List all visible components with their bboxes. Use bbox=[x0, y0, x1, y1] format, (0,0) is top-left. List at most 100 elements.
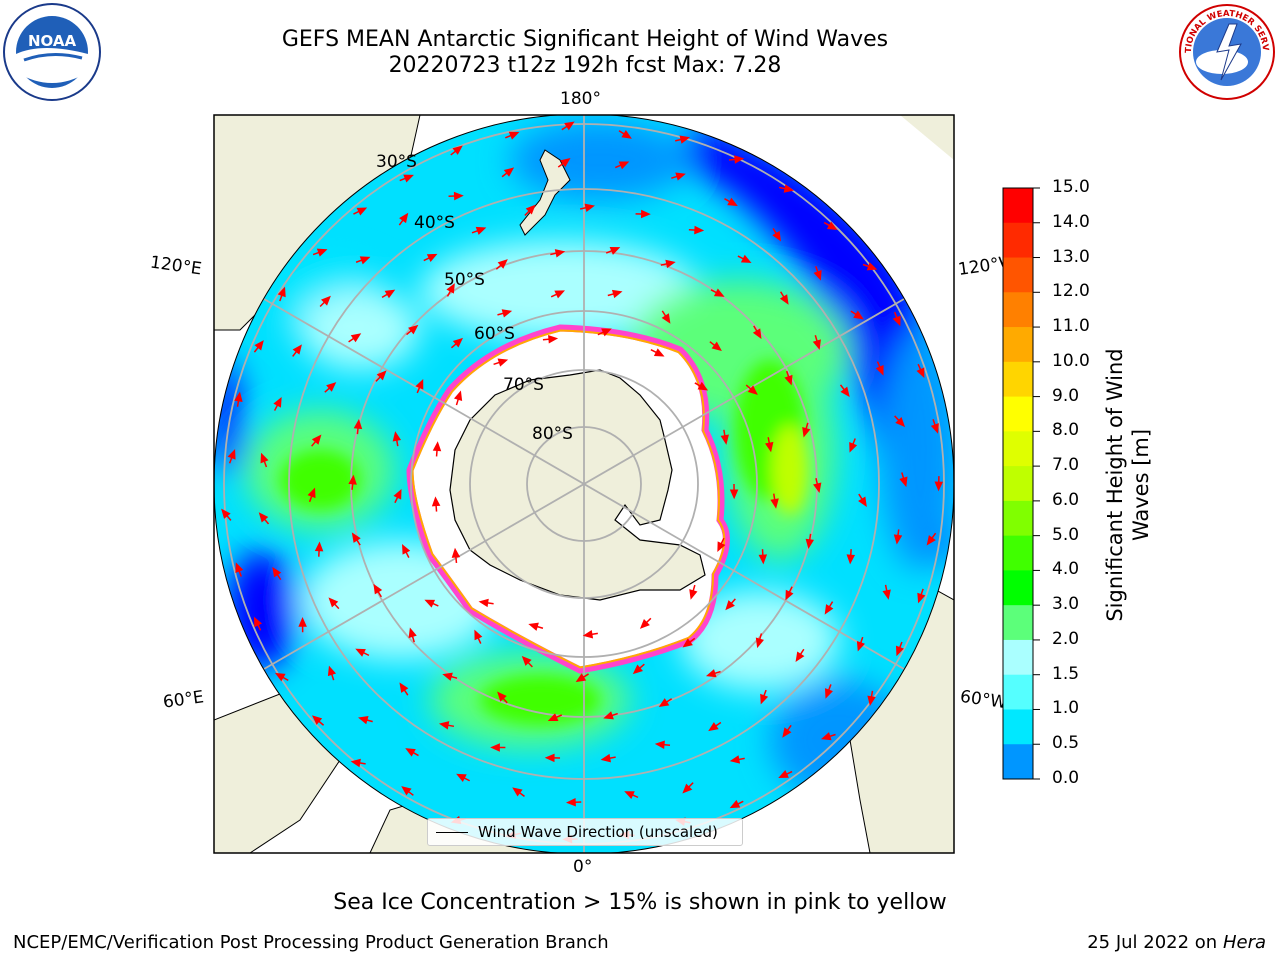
wind-wave-arrowhead bbox=[403, 174, 414, 183]
wind-wave-arrowhead bbox=[451, 547, 461, 558]
wind-wave-arrowhead bbox=[601, 328, 612, 337]
wind-wave-arrowhead bbox=[503, 167, 515, 177]
wind-wave-arrowhead bbox=[802, 426, 811, 438]
wind-wave-arrowhead bbox=[452, 145, 463, 155]
wind-wave-arrowhead bbox=[564, 121, 575, 131]
wind-wave-arrowhead bbox=[729, 755, 741, 764]
wind-wave-arrowhead bbox=[353, 418, 363, 430]
wind-wave-arrowhead bbox=[234, 391, 243, 402]
parallel-label-40s: 40°S bbox=[414, 213, 455, 233]
colorbar-tick-label: 3.0 bbox=[1052, 594, 1080, 615]
wind-wave-arrowhead bbox=[314, 541, 324, 552]
wind-wave-arrowhead bbox=[453, 191, 464, 201]
wind-wave-arrowhead bbox=[348, 474, 357, 485]
wind-wave-arrowhead bbox=[376, 370, 387, 381]
wind-wave-arrowhead bbox=[846, 554, 856, 565]
wind-wave-arrowhead bbox=[856, 640, 865, 652]
wind-wave-arrowhead bbox=[584, 203, 595, 212]
colorbar-label: Significant Height of Wind Waves [m] bbox=[1102, 348, 1154, 621]
colorbar-cell bbox=[1003, 570, 1033, 606]
wind-wave-arrowhead bbox=[277, 286, 286, 298]
wind-wave-arrowhead bbox=[653, 348, 665, 357]
wind-wave-arrowhead bbox=[778, 770, 789, 778]
wind-wave-arrowhead bbox=[697, 381, 709, 391]
colorbar-tick-label: 11.0 bbox=[1052, 316, 1090, 337]
wind-wave-arrowhead bbox=[824, 604, 834, 615]
colorbar-cell bbox=[1003, 500, 1033, 537]
wind-wave-arrowhead bbox=[351, 532, 361, 543]
wind-wave-arrowhead bbox=[384, 289, 396, 299]
wind-wave-arrowhead bbox=[840, 386, 850, 398]
wind-wave-arrowhead bbox=[858, 496, 867, 508]
wind-wave-arrowhead bbox=[497, 259, 508, 269]
colorbar-tick-label: 9.0 bbox=[1052, 385, 1080, 406]
parallel-label-50s: 50°S bbox=[444, 270, 485, 290]
wind-wave-arrowhead bbox=[554, 249, 566, 258]
wind-wave-arrowhead bbox=[752, 328, 762, 339]
wind-wave-arrowhead bbox=[446, 283, 455, 294]
wind-wave-arrowhead bbox=[813, 270, 822, 281]
wind-wave-arrowhead bbox=[665, 259, 676, 269]
wind-wave-arrowhead bbox=[431, 496, 441, 507]
wind-wave-arrowhead bbox=[725, 600, 735, 611]
wind-wave-arrowhead bbox=[508, 131, 520, 140]
wind-wave-arrowhead bbox=[682, 638, 693, 648]
parallel-label-80s: 80°S bbox=[532, 424, 573, 444]
wind-wave-arrowhead bbox=[727, 197, 738, 207]
colorbar-cell bbox=[1003, 188, 1033, 224]
wind-wave-arrowhead bbox=[521, 655, 532, 666]
wind-wave-arrowhead bbox=[689, 589, 698, 600]
wind-wave-arrowhead bbox=[401, 786, 412, 796]
wind-wave-arrowhead bbox=[452, 337, 464, 348]
wind-wave-arrowhead bbox=[853, 310, 864, 320]
wind-wave-arrows bbox=[221, 121, 944, 844]
colorbar-cell bbox=[1003, 709, 1033, 745]
wind-wave-arrowhead bbox=[705, 669, 717, 678]
meridian-label-180: 180° bbox=[560, 89, 601, 109]
wind-wave-arrowhead bbox=[760, 693, 769, 705]
wind-wave-arrowhead bbox=[882, 589, 891, 600]
colorbar-tick-label: 2.0 bbox=[1052, 628, 1080, 649]
wind-wave-arrowhead bbox=[866, 262, 878, 271]
wind-wave-arrowhead bbox=[624, 791, 635, 800]
wind-wave-arrowhead bbox=[640, 209, 651, 219]
chart-title: GEFS MEAN Antarctic Significant Height o… bbox=[281, 27, 889, 52]
wind-wave-arrowhead bbox=[253, 616, 263, 628]
wind-wave-arrowhead bbox=[307, 487, 316, 499]
footer-branch: NCEP/EMC/Verification Post Processing Pr… bbox=[13, 932, 609, 953]
wind-wave-arrowhead bbox=[795, 651, 805, 663]
wind-wave-arrowhead bbox=[292, 344, 302, 355]
wind-wave-arrowhead bbox=[893, 534, 903, 545]
wind-wave-arrowhead bbox=[618, 161, 630, 170]
wind-wave-arrowhead bbox=[548, 334, 559, 344]
wind-wave-arrowhead bbox=[582, 630, 594, 639]
wind-wave-arrowhead bbox=[456, 773, 467, 783]
colorbar-cell bbox=[1003, 257, 1033, 293]
wind-wave-arrowhead bbox=[254, 340, 264, 351]
noaa-logo: NOAA bbox=[3, 3, 101, 101]
wind-wave-arrowhead bbox=[221, 508, 231, 519]
parallel-label-30s: 30°S bbox=[376, 152, 417, 172]
wind-wave-arrowhead bbox=[575, 673, 587, 683]
wind-wave-arrowhead bbox=[393, 488, 402, 500]
wind-wave-arrowhead bbox=[892, 315, 901, 327]
wind-wave-arrowhead bbox=[408, 324, 419, 335]
colorbar-label-line2: Waves [m] bbox=[1129, 428, 1153, 542]
wind-wave-arrowhead bbox=[740, 254, 752, 263]
legend-line-icon bbox=[436, 831, 468, 833]
wind-wave-arrowhead bbox=[311, 434, 322, 445]
wind-wave-arrowhead bbox=[442, 672, 453, 681]
colorbar-cell bbox=[1003, 744, 1033, 780]
wind-wave-arrowhead bbox=[824, 688, 833, 699]
wind-wave-arrowhead bbox=[554, 290, 565, 299]
wind-wave-arrowhead bbox=[399, 212, 409, 224]
colorbar-tick-label: 13.0 bbox=[1052, 246, 1090, 267]
wind-wave-arrowhead bbox=[805, 538, 815, 549]
wind-wave-arrowhead bbox=[720, 434, 729, 445]
wind-wave-arrowhead bbox=[747, 385, 758, 395]
wind-wave-arrowhead bbox=[258, 512, 269, 523]
wind-wave-arrowhead bbox=[497, 358, 509, 367]
wind-wave-arrowhead bbox=[408, 627, 417, 639]
